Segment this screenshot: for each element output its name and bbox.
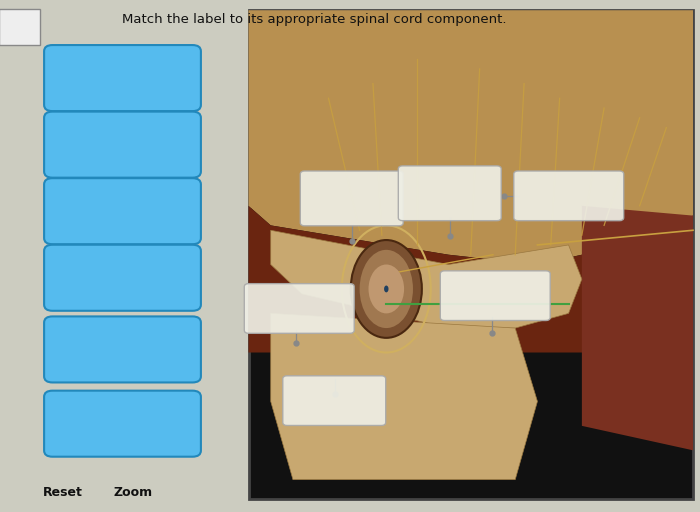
FancyBboxPatch shape bbox=[283, 376, 386, 425]
Text: White Matter: White Matter bbox=[82, 271, 163, 284]
Text: Dorsal Ramus: Dorsal Ramus bbox=[79, 417, 166, 430]
FancyBboxPatch shape bbox=[300, 171, 403, 226]
FancyBboxPatch shape bbox=[514, 171, 624, 221]
Ellipse shape bbox=[384, 286, 388, 292]
FancyBboxPatch shape bbox=[244, 284, 354, 333]
Text: Match the label to its appropriate spinal cord component.: Match the label to its appropriate spina… bbox=[122, 13, 507, 26]
Polygon shape bbox=[271, 313, 538, 480]
Text: Reset: Reset bbox=[43, 486, 83, 499]
FancyBboxPatch shape bbox=[44, 316, 201, 382]
Text: Gray Matter: Gray Matter bbox=[85, 205, 160, 218]
FancyBboxPatch shape bbox=[44, 112, 201, 178]
FancyBboxPatch shape bbox=[440, 271, 550, 321]
FancyBboxPatch shape bbox=[44, 391, 201, 457]
Text: 2:55: 2:55 bbox=[5, 22, 33, 32]
Polygon shape bbox=[248, 206, 693, 352]
Ellipse shape bbox=[368, 265, 404, 313]
Polygon shape bbox=[248, 10, 693, 265]
Polygon shape bbox=[271, 230, 582, 328]
Ellipse shape bbox=[360, 250, 413, 328]
FancyBboxPatch shape bbox=[398, 166, 501, 221]
Text: Dorsal Root
Ganglion: Dorsal Root Ganglion bbox=[86, 335, 159, 364]
FancyBboxPatch shape bbox=[0, 9, 40, 45]
FancyBboxPatch shape bbox=[44, 45, 201, 111]
Text: Epidural
Space: Epidural Space bbox=[97, 64, 148, 92]
Text: Zoom: Zoom bbox=[113, 486, 153, 499]
FancyBboxPatch shape bbox=[248, 10, 693, 499]
FancyBboxPatch shape bbox=[44, 245, 201, 311]
Text: Denticulate
Ligament: Denticulate Ligament bbox=[86, 131, 159, 159]
FancyBboxPatch shape bbox=[44, 178, 201, 244]
Polygon shape bbox=[582, 206, 693, 451]
Ellipse shape bbox=[351, 240, 422, 338]
